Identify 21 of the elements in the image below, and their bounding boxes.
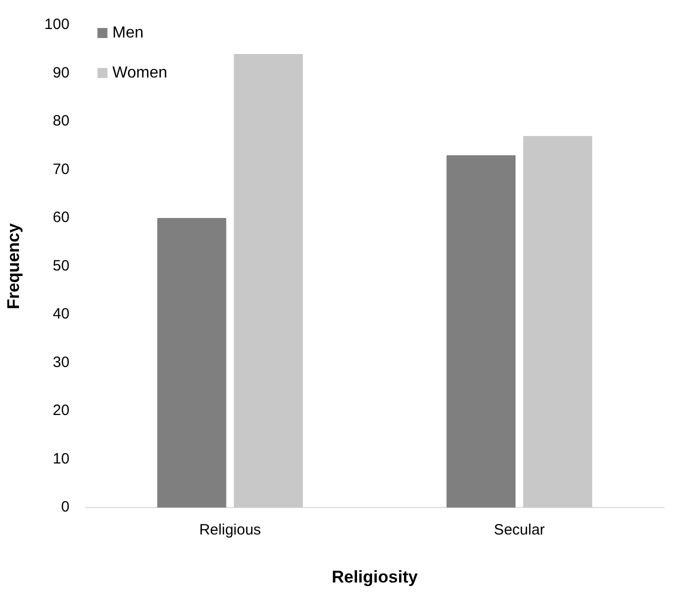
y-tick-label: 10 <box>52 450 70 468</box>
x-axis-title: Religiosity <box>332 567 418 586</box>
y-tick-label: 80 <box>52 112 70 130</box>
legend-label: Men <box>112 24 144 42</box>
y-tick-label: 30 <box>52 354 70 371</box>
bar <box>234 54 303 508</box>
x-tick-label: Secular <box>494 522 545 539</box>
y-tick-label: 100 <box>44 16 70 34</box>
y-tick-label: 70 <box>52 160 70 178</box>
bar <box>157 218 226 508</box>
y-tick-label: 90 <box>52 64 70 82</box>
x-tick-label: Religious <box>199 522 261 539</box>
y-tick-label: 40 <box>52 306 70 323</box>
bar <box>523 136 592 508</box>
legend-label: Women <box>112 64 168 82</box>
y-axis-title: Frequency <box>4 222 23 310</box>
y-tick-label: 0 <box>61 498 70 516</box>
y-tick-label: 50 <box>52 257 70 274</box>
y-tick-label: 60 <box>52 209 70 226</box>
bar <box>446 155 516 508</box>
y-tick-label: 20 <box>52 402 70 420</box>
